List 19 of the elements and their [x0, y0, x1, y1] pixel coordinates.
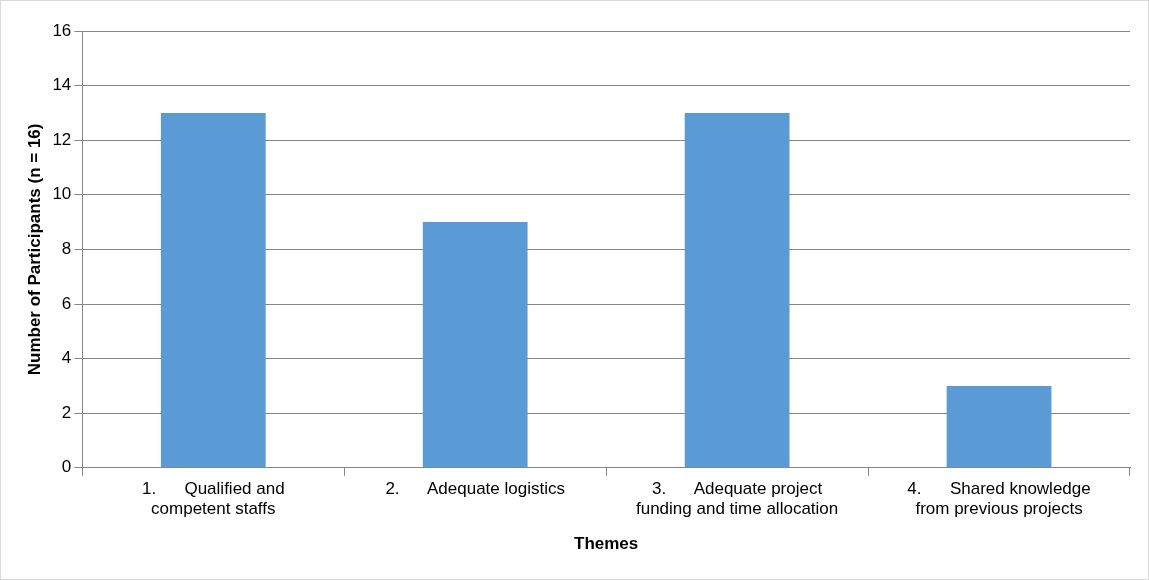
y-tick-label: 12: [52, 129, 72, 149]
y-tick-label: 14: [52, 75, 72, 95]
y-tick-label: 6: [61, 293, 72, 313]
y-tick-label: 10: [52, 184, 72, 204]
x-tick-label: 3. Adequate project funding and time allocation: [635, 478, 839, 519]
bar: [160, 112, 266, 468]
bar: [684, 112, 790, 468]
bar: [946, 385, 1052, 468]
y-tick-label: 4: [61, 348, 72, 368]
x-tick-label: 1. Qualified and competent staffs: [141, 478, 285, 519]
x-axis-title: Themes: [574, 534, 639, 554]
y-tick-label: 2: [61, 402, 72, 422]
x-tick-label: 4. Shared knowledge from previous projects: [907, 478, 1091, 519]
y-axis-title: Number of Participants (n = 16): [24, 123, 44, 376]
y-tick-label: 8: [61, 239, 72, 259]
bar: [422, 222, 528, 468]
y-tick-label: 16: [52, 20, 72, 40]
x-tick-label: 2. Adequate logistics: [385, 478, 565, 498]
y-tick-label: 0: [61, 457, 72, 477]
